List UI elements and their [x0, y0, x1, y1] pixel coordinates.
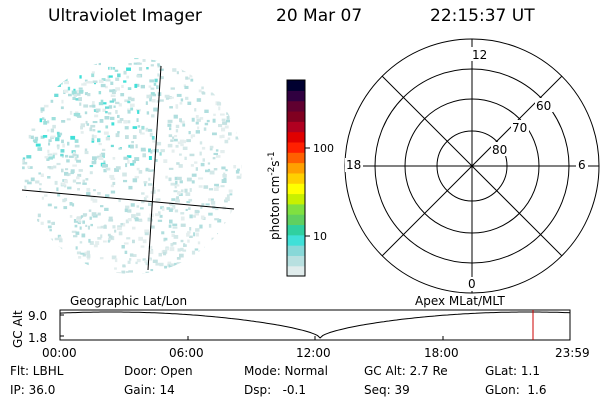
altitude-tick-1-8: 1.8: [28, 331, 47, 345]
color-bar-unit: photon cm-2s-1: [267, 151, 282, 240]
color-bar-segment: [287, 245, 305, 256]
dsp-info: Dsp: -0.1: [244, 383, 307, 397]
time-tick-0000: 00:00: [42, 346, 77, 360]
color-bar-segment: [287, 203, 305, 215]
color-bar-segment: [287, 183, 305, 195]
color-bar: [287, 80, 305, 277]
time-label: 22:15:37 UT: [430, 6, 535, 26]
color-bar-segment: [287, 152, 305, 164]
altitude-curve: [59, 311, 571, 339]
time-tick-1200: 12:00: [296, 346, 331, 360]
color-bar-segment: [287, 224, 305, 236]
lat-label-60: 60: [536, 99, 551, 113]
mlt-label-18: 18: [346, 158, 361, 172]
color-bar-segment: [287, 193, 305, 205]
gc-alt-info: GC Alt: 2.7 Re: [364, 364, 448, 378]
color-bar-frame: [286, 79, 306, 277]
altitude-panel-frame: [59, 309, 571, 341]
time-tick-0600: 06:00: [169, 346, 204, 360]
color-bar-segment: [287, 80, 305, 91]
color-bar-segment: [287, 265, 305, 277]
color-bar-label-10: 10: [313, 230, 327, 243]
mode-info: Mode: Normal: [244, 364, 328, 378]
time-tick-1800: 18:00: [424, 346, 459, 360]
color-bar-segment: [287, 121, 305, 133]
glon-info: GLon: 1.6: [485, 383, 547, 397]
polar-diagonal-2: [381, 75, 563, 257]
lat-label-80: 80: [492, 143, 507, 157]
color-bar-segment: [287, 141, 305, 153]
color-bar-segment: [287, 100, 305, 112]
glat-info: GLat: 1.1: [485, 364, 540, 378]
lat-label-70: 70: [512, 121, 527, 135]
altitude-tick-9: 9.0: [28, 309, 47, 323]
mlt-label-0: 0: [468, 277, 476, 291]
geographic-label: Geographic Lat/Lon: [70, 294, 187, 308]
door-info: Door: Open: [124, 364, 193, 378]
altitude-axis-label: GC Alt: [11, 310, 25, 348]
date-label: 20 Mar 07: [276, 6, 363, 26]
color-bar-segment: [287, 214, 305, 226]
ip-info: IP: 36.0: [10, 383, 56, 397]
auroral-image: [22, 58, 242, 274]
mlt-label-6: 6: [578, 158, 586, 172]
mlt-label-12: 12: [472, 48, 487, 62]
color-bar-segment: [287, 110, 305, 122]
meridian-line: [147, 65, 162, 271]
color-bar-segment: [287, 255, 305, 267]
seq-info: Seq: 39: [364, 383, 410, 397]
color-bar-segment: [287, 90, 305, 102]
instrument-title: Ultraviolet Imager: [48, 6, 202, 26]
color-bar-segment: [287, 172, 305, 184]
color-bar-segment: [287, 234, 305, 246]
color-bar-segment: [287, 131, 305, 143]
parallel-line: [21, 189, 235, 210]
polar-plot: [344, 38, 600, 294]
filter-info: Flt: LBHL: [10, 364, 64, 378]
color-bar-segment: [287, 162, 305, 174]
time-tick-2359: 23:59: [555, 346, 590, 360]
apex-label: Apex MLat/MLT: [415, 294, 505, 308]
gain-info: Gain: 14: [124, 383, 175, 397]
color-bar-label-100: 100: [313, 142, 334, 155]
